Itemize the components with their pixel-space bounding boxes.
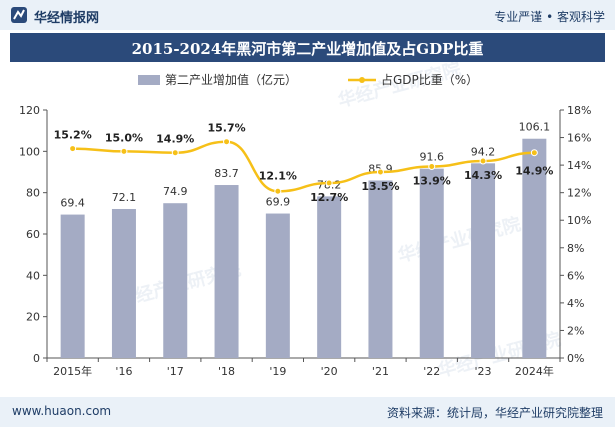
footer-url: www.huaon.com [12, 404, 112, 418]
ratio-value-label: 13.5% [361, 180, 399, 193]
x-tick-label: '22 [423, 365, 440, 378]
x-tick-label: 2015年 [53, 364, 92, 378]
footer-bar: www.huaon.com 资料来源：统计局，华经产业研究院整理 [0, 397, 615, 427]
line-series [69, 138, 538, 195]
bar-value-label: 74.9 [163, 185, 188, 198]
bar [419, 168, 444, 358]
ratio-point [530, 149, 538, 157]
ratio-value-label: 14.9% [156, 133, 194, 146]
bar-value-label: 106.1 [519, 121, 551, 134]
x-labels: 2015年 '16 '17 '18 '19 '20 '21 '22 '23 2024年 [46, 358, 561, 378]
bar-value-label: 69.9 [266, 196, 291, 209]
ratio-point [325, 179, 333, 187]
y-left-ticks: 0 20 40 60 80 100 120 [19, 104, 47, 365]
bar-value-label: 69.4 [60, 197, 85, 210]
chart-title: 2015-2024年黑河市第二产业增加值及占GDP比重 [131, 40, 484, 58]
x-tick-label: '18 [218, 365, 235, 378]
ratio-point [479, 157, 487, 165]
x-tick-label: '20 [321, 365, 338, 378]
bar [522, 138, 547, 358]
bar-value-label: 91.6 [420, 151, 445, 164]
ratio-value-label: 15.0% [105, 131, 143, 144]
chart: 华经产业研究院 华经产业研究院 华经产业研究院 华经产业研究院 第二产业增加值（… [19, 62, 591, 382]
ratio-value-label: 15.2% [54, 129, 92, 142]
bar [163, 203, 188, 358]
watermark-3: 华经产业研究院 [396, 213, 523, 267]
bar [214, 185, 239, 358]
x-tick-label: '21 [372, 365, 389, 378]
legend-bar-swatch [138, 75, 160, 85]
ratio-point [274, 187, 282, 195]
x-tick-label: '16 [115, 365, 132, 378]
x-tick-label: 2024年 [515, 364, 554, 378]
x-tick-label: '23 [475, 365, 492, 378]
ratio-value-label: 14.3% [464, 169, 502, 182]
ratio-value-label: 12.1% [259, 169, 297, 182]
y-left-tick-label: 80 [26, 187, 40, 200]
legend-line-label: 占GDP比重（%） [381, 72, 478, 87]
bar [60, 214, 85, 358]
bar [317, 196, 342, 358]
y-right-tick-label: 4% [567, 297, 584, 310]
y-right-tick-label: 12% [567, 187, 591, 200]
y-left-tick-label: 40 [26, 269, 40, 282]
bar-value-label: 72.1 [112, 191, 137, 204]
x-tick-label: '17 [167, 365, 184, 378]
y-right-tick-label: 2% [567, 324, 584, 337]
y-right-tick-label: 14% [567, 159, 591, 172]
footer-source: 资料来源：统计局，华经产业研究院整理 [386, 406, 603, 420]
legend-bar-label: 第二产业增加值（亿元） [165, 72, 297, 87]
ratio-point [69, 145, 77, 153]
brand-name: 华经情报网 [34, 11, 100, 26]
ratio-point [376, 168, 384, 176]
ratio-line [72, 140, 535, 193]
y-right-tick-label: 0% [567, 352, 584, 365]
y-left-tick-label: 100 [19, 145, 40, 158]
bar-value-label: 83.7 [214, 167, 239, 180]
ratio-value-label: 13.9% [413, 174, 451, 187]
bar-labels: 69.472.174.983.769.978.285.991.694.2106.… [60, 121, 550, 210]
bar [471, 163, 496, 358]
x-tick-label: '19 [269, 365, 286, 378]
ratio-value-label: 14.9% [515, 165, 553, 178]
legend-line-marker [359, 77, 365, 83]
ratio-point [120, 147, 128, 155]
bar [368, 180, 393, 358]
ratio-point [428, 162, 436, 170]
y-left-tick-label: 60 [26, 228, 40, 241]
slogan: 专业严谨 • 客观科学 [494, 10, 605, 24]
y-left-tick-label: 0 [33, 352, 40, 365]
y-right-ticks: 0% 2% 4% 6% 8% 10% 12% 14% 16% 18% [560, 104, 591, 365]
y-right-tick-label: 18% [567, 104, 591, 117]
ratio-value-label: 12.7% [310, 191, 348, 204]
bars [60, 138, 547, 358]
y-right-tick-label: 10% [567, 214, 591, 227]
bar [111, 208, 136, 358]
ratio-value-label: 15.7% [207, 122, 245, 135]
header-bar: 华经情报网 专业严谨 • 客观科学 [0, 0, 615, 30]
bar [265, 213, 290, 358]
brand-logo-icon [11, 7, 27, 23]
ratio-point [171, 149, 179, 157]
y-left-tick-label: 120 [19, 104, 40, 117]
y-left-tick-label: 20 [26, 311, 40, 324]
line-labels: 15.2% 15.0% 14.9% 15.7% 12.1% 12.7% 13.5% 13.9%… [54, 122, 554, 204]
bar-value-label: 94.2 [471, 145, 496, 158]
title-bar: 2015-2024年黑河市第二产业增加值及占GDP比重 [10, 33, 605, 62]
legend: 第二产业增加值（亿元） 占GDP比重（%） [138, 72, 478, 87]
y-right-tick-label: 8% [567, 242, 584, 255]
y-right-tick-label: 16% [567, 132, 591, 145]
y-right-tick-label: 6% [567, 269, 584, 282]
ratio-point [223, 138, 231, 146]
